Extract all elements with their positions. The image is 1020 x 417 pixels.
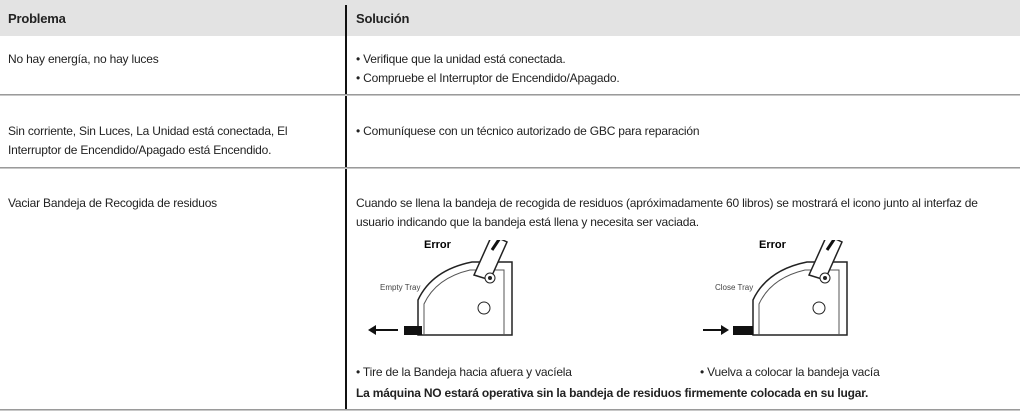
solution-line: • Comuníquese con un técnico autorizado …: [356, 124, 700, 138]
header-cell: Solución: [356, 11, 410, 26]
tray-illustration: Error Empty Tray: [368, 240, 513, 336]
solution-cell: • Verifique que la unidad está conectada…: [356, 50, 1011, 88]
figure-caption: • Vuelva a colocar la bandeja vacía: [700, 365, 880, 379]
solution-cell: Cuando se llena la bandeja de recogida d…: [356, 194, 1011, 232]
solution-line: • Verifique que la unidad está conectada…: [356, 52, 566, 66]
row-separator: [0, 94, 1020, 96]
row-separator: [0, 409, 1020, 411]
figure-title: Error: [759, 240, 787, 251]
tray-illustration: Error Close Tray: [703, 240, 848, 336]
solution-line: • Compruebe el Interruptor de Encendido/…: [356, 71, 620, 85]
figure-caption: • Tire de la Bandeja hacia afuera y vací…: [356, 365, 572, 379]
row-separator: [0, 167, 1020, 169]
problem-cell: Vaciar Bandeja de Recogida de residuos: [8, 196, 217, 210]
figure-label: Close Tray: [715, 283, 753, 292]
figure-label: Empty Tray: [380, 283, 420, 292]
problem-cell: Sin corriente, Sin Luces, La Unidad está…: [8, 124, 288, 157]
problem-cell: No hay energía, no hay luces: [8, 52, 159, 66]
column-divider: [345, 5, 347, 410]
figure-title: Error: [424, 240, 452, 251]
table-header: [0, 0, 1020, 36]
solution-paragraph: Cuando se llena la bandeja de recogida d…: [356, 196, 978, 229]
solution-cell: • Comuníquese con un técnico autorizado …: [356, 122, 1011, 141]
warning-note: La máquina NO estará operativa sin la ba…: [356, 386, 869, 400]
header-cell: Problema: [8, 11, 66, 26]
